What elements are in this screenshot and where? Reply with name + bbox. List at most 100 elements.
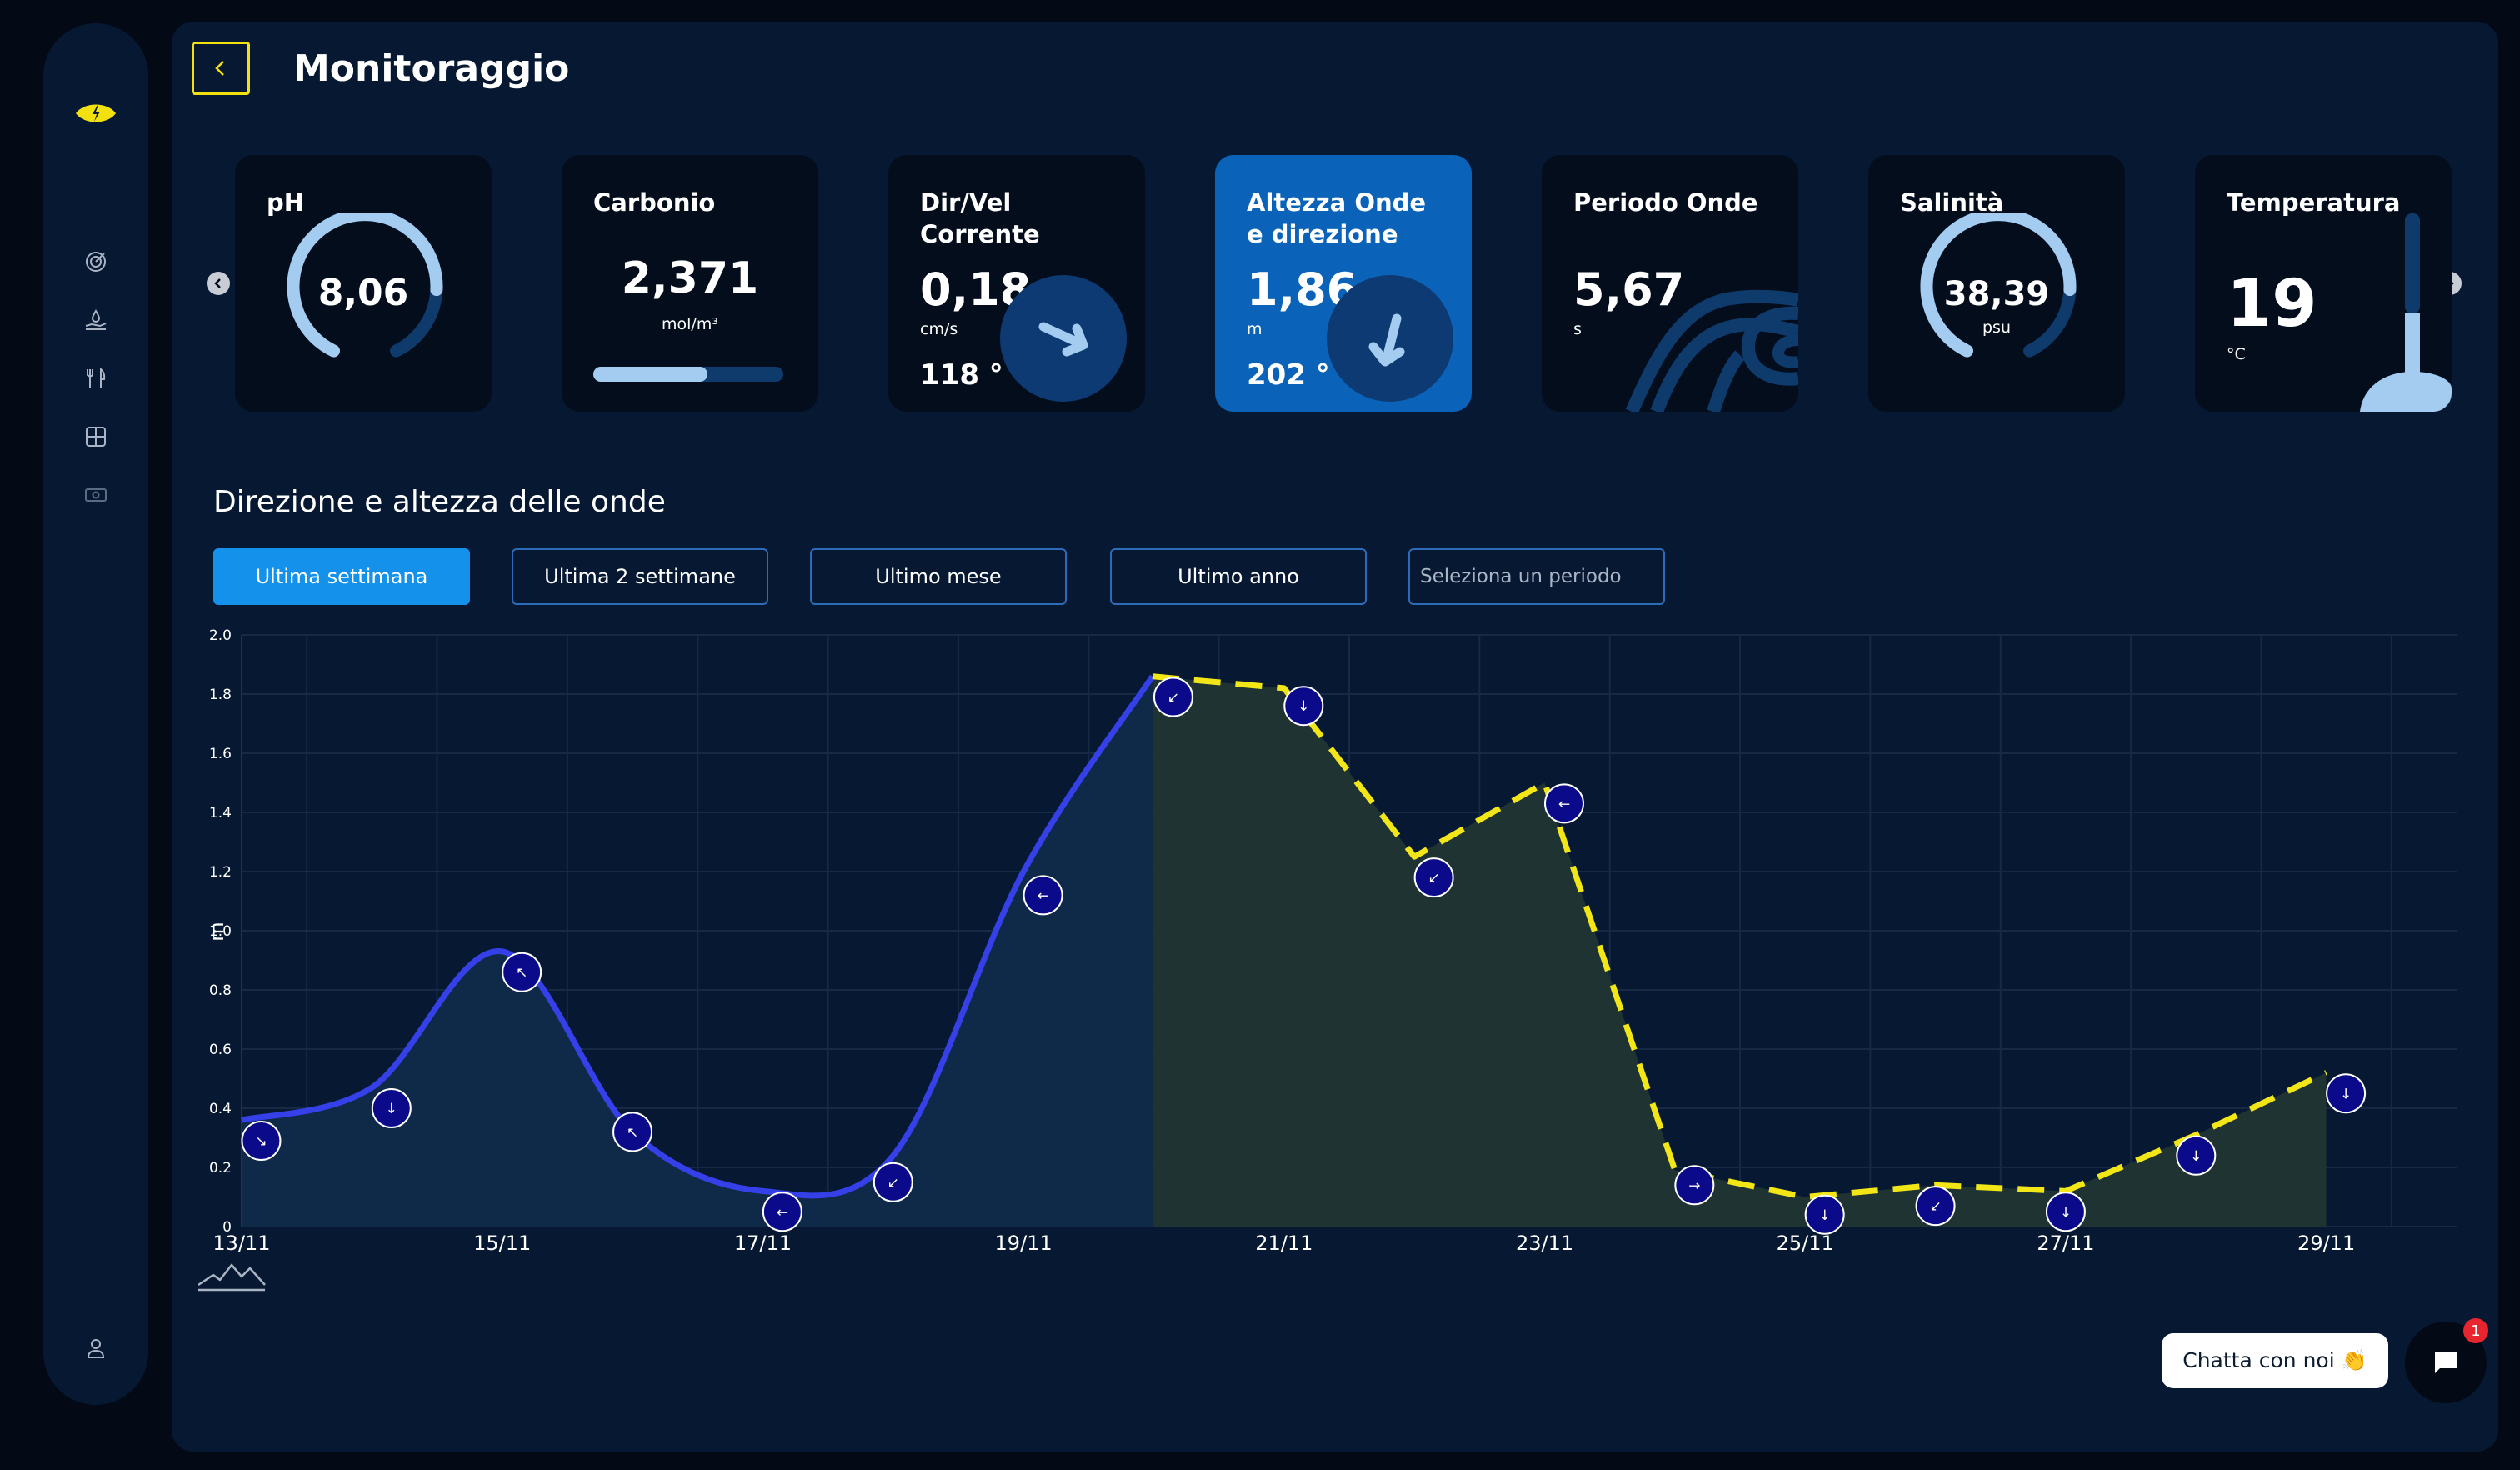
card-title: Altezza Onde e direzione <box>1247 187 1426 250</box>
filter-last-month-button[interactable]: Ultimo mese <box>810 548 1067 605</box>
card-title: Carbonio <box>593 188 716 217</box>
direction-arrow-icon: ← <box>1037 888 1048 904</box>
back-button[interactable] <box>192 42 250 95</box>
filter-last-2-weeks-button[interactable]: Ultima 2 settimane <box>512 548 768 605</box>
card-periodo-onde[interactable]: Periodo Onde 5,67 s <box>1542 155 1798 412</box>
periodo-value: 5,67 <box>1573 263 1685 316</box>
chat-prompt-label: Chatta con noi 👏 <box>2182 1348 2368 1372</box>
period-picker-input[interactable] <box>1408 548 1665 605</box>
x-tick-label: 29/11 <box>2298 1232 2355 1255</box>
sidebar-item-money[interactable] <box>79 478 112 512</box>
y-tick-label: 0.4 <box>209 1101 232 1118</box>
card-altezza-onde[interactable]: Altezza Onde e direzione 1,86 m 202 ° <box>1215 155 1472 412</box>
chart-fills <box>242 676 2327 1227</box>
y-tick-label: 0.2 <box>209 1160 232 1177</box>
sidebar-item-radar[interactable] <box>79 245 112 278</box>
hand-water-icon <box>85 309 107 330</box>
main-panel: Monitoraggio pH 8,06 Carbonio 2,371 mol/… <box>172 22 2498 1452</box>
thermometer-icon <box>2360 213 2452 412</box>
filter-last-year-button[interactable]: Ultimo anno <box>1110 548 1367 605</box>
card-corrente[interactable]: Dir/Vel Corrente 0,18 cm/s 118 ° <box>888 155 1145 412</box>
direction-arrow-icon: ↓ <box>2060 1204 2072 1221</box>
sidebar-item-restaurant[interactable] <box>79 362 112 395</box>
y-tick-label: 1.6 <box>209 746 232 762</box>
carbonio-value: 2,371 <box>621 253 759 303</box>
radar-icon <box>86 252 106 272</box>
direction-marker: ↙ <box>1915 1186 1956 1227</box>
temperatura-unit: °C <box>2227 345 2246 363</box>
x-tick-label: 19/11 <box>995 1232 1052 1255</box>
current-direction-arrow <box>1000 275 1127 402</box>
grid-icon <box>86 427 106 447</box>
x-tick-label: 17/11 <box>734 1232 792 1255</box>
direction-arrow-icon: ↓ <box>2190 1148 2202 1165</box>
filter-last-week-button[interactable]: Ultima settimana <box>213 548 470 605</box>
card-title-line: e direzione <box>1247 220 1398 248</box>
direction-arrow-icon: ↖ <box>627 1124 638 1141</box>
chat-icon <box>2435 1352 2457 1373</box>
direction-arrow-icon: ↓ <box>1298 698 1309 715</box>
onde-unit: m <box>1247 320 1262 338</box>
card-title: pH <box>267 188 305 217</box>
sidebar-item-water[interactable] <box>79 303 112 337</box>
logo-icon[interactable] <box>72 90 119 137</box>
chart-x-ticks: 13/11 15/11 17/11 19/11 21/11 23/11 25/11 27/11… <box>212 1232 2355 1255</box>
direction-arrow-icon: ↓ <box>1819 1208 1831 1224</box>
corrente-direction: 118 ° <box>920 358 1003 392</box>
direction-marker: ← <box>1543 783 1584 824</box>
chevron-left-icon <box>215 61 224 76</box>
x-tick-label: 27/11 <box>2037 1232 2094 1255</box>
temperatura-value: 19 <box>2227 267 2318 342</box>
profile-button[interactable] <box>79 1332 112 1365</box>
salinita-value: 38,39 <box>1943 275 2050 313</box>
direction-marker: ↓ <box>2326 1073 2367 1114</box>
card-title: Dir/Vel Corrente <box>920 187 1040 250</box>
onde-direction: 202 ° <box>1247 358 1330 392</box>
notification-badge: 1 <box>2463 1318 2488 1343</box>
direction-marker: ← <box>762 1192 802 1232</box>
card-title-line: Dir/Vel <box>920 188 1012 217</box>
direction-marker-circle <box>1804 1194 1845 1235</box>
arrow-down-left-icon <box>1368 313 1405 367</box>
ph-gauge <box>287 213 443 358</box>
chart-y-ticks: 0 0.2 0.4 0.6 0.8 1.0 1.2 1.4 1.6 1.8 2.0 <box>209 628 232 1236</box>
chart-direction-markers: ↘ ↓ ↖ ↖ ← ↙ ← ↙ ↓ ↙ ← → ↓ ↙ ↓ ↓ ↓ <box>241 677 2367 1235</box>
direction-marker-circle <box>371 1088 412 1128</box>
card-salinita[interactable]: Salinità 38,39 psu <box>1868 155 2125 412</box>
direction-arrow-icon: ↘ <box>255 1133 267 1150</box>
sidebar <box>43 23 148 1405</box>
card-title-line: Altezza Onde <box>1247 188 1427 217</box>
direction-marker: ↓ <box>1283 686 1324 727</box>
direction-marker: ↖ <box>612 1112 653 1152</box>
chart-lines <box>241 673 2328 1200</box>
direction-arrow-icon: ↓ <box>2340 1086 2352 1102</box>
x-tick-label: 25/11 <box>1777 1232 1834 1255</box>
direction-marker: → <box>1674 1165 1715 1206</box>
direction-arrow-icon: ← <box>1558 796 1570 812</box>
series-line <box>1152 673 2328 1200</box>
salinity-gauge <box>1920 213 2077 358</box>
direction-marker: ↓ <box>1804 1194 1845 1235</box>
page-title: Monitoraggio <box>293 48 570 90</box>
card-temperatura[interactable]: Temperatura 19 °C <box>2195 155 2452 412</box>
wave-height-chart: ↘ ↓ ↖ ↖ ← ↙ ← ↙ ↓ ↙ ← → ↓ ↙ ↓ ↓ ↓ 0 0.2 0.4 0.6 0.8 1.0 1.2 1.4… <box>198 628 2457 1292</box>
card-carbonio[interactable]: Carbonio 2,371 mol/m³ <box>562 155 818 412</box>
direction-arrow-icon: ↙ <box>1168 690 1179 707</box>
restaurant-icon <box>87 367 106 388</box>
chat-prompt[interactable]: Chatta con noi 👏 <box>2162 1333 2388 1388</box>
direction-arrow-icon: ↖ <box>516 965 528 982</box>
x-tick-label: 21/11 <box>1255 1232 1312 1255</box>
series-line <box>241 674 1155 1199</box>
direction-marker-circle <box>2326 1073 2367 1114</box>
periodo-unit: s <box>1573 320 1582 338</box>
carousel-prev-button[interactable] <box>207 272 230 295</box>
direction-marker: ↘ <box>241 1121 282 1162</box>
corrente-unit: cm/s <box>920 320 958 338</box>
direction-marker: ← <box>1022 875 1063 916</box>
card-ph[interactable]: pH 8,06 <box>235 155 492 412</box>
x-tick-label: 23/11 <box>1516 1232 1573 1255</box>
sidebar-item-grid[interactable] <box>79 420 112 453</box>
wave-direction-arrow <box>1327 275 1453 402</box>
x-tick-label: 13/11 <box>212 1232 270 1255</box>
direction-marker: ↓ <box>2045 1192 2086 1232</box>
